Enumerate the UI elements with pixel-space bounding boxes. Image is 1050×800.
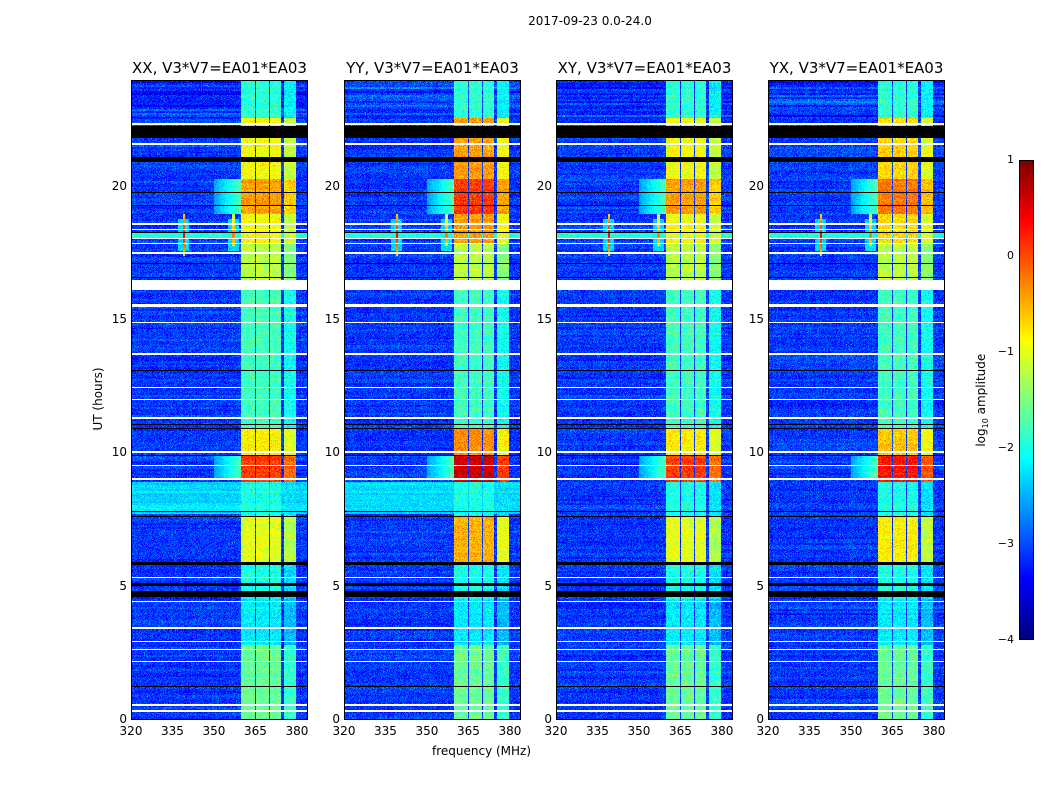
y-tick-label: 0 <box>119 712 127 726</box>
y-tick-label: 15 <box>324 312 340 326</box>
panel-title: YY, V3*V7=EA01*EA03 <box>346 59 519 77</box>
y-tick-label: 0 <box>756 712 764 726</box>
y-tick-label: 15 <box>111 312 127 326</box>
y-tick-label: 5 <box>756 578 764 593</box>
colorbar-label: log10 amplitude <box>974 340 990 460</box>
x-tick-label: 350 <box>839 724 863 738</box>
y-tick-label: 15 <box>536 312 552 326</box>
x-tick-label: 365 <box>881 724 904 738</box>
colorbar-tick-label: −3 <box>997 537 1014 550</box>
y-tick-label: 10 <box>324 445 340 460</box>
y-axis-label: UT (hours) <box>91 367 105 431</box>
y-tick-label: 0 <box>332 712 340 726</box>
y-tick-label: 20 <box>324 178 340 193</box>
x-tick-label: 365 <box>244 724 267 738</box>
x-axis-label: frequency (MHz) <box>432 744 532 758</box>
colorbar-label-rest: amplitude <box>973 353 988 419</box>
y-tick-label: 15 <box>748 312 764 326</box>
figure-title: 2017-09-23 0.0-24.0 <box>528 14 652 28</box>
heatmap-yy <box>345 81 520 719</box>
y-tick-label: 5 <box>544 578 552 593</box>
x-tick-label: 365 <box>457 724 480 738</box>
y-tick-label: 10 <box>111 445 127 460</box>
y-tick-label: 0 <box>544 712 552 726</box>
y-tick-label: 20 <box>111 178 127 193</box>
x-tick-label: 365 <box>669 724 692 738</box>
heatmap-yx <box>769 81 944 719</box>
heatmap-xx <box>132 81 307 719</box>
heatmap-panel-yx <box>768 80 945 720</box>
x-tick-label: 380 <box>285 724 309 738</box>
x-tick-label: 335 <box>161 724 184 738</box>
colorbar-tick-label: 1 <box>1007 153 1014 166</box>
heatmap-xy <box>557 81 732 719</box>
x-tick-label: 320 <box>119 724 143 738</box>
y-tick-label: 10 <box>536 445 552 460</box>
x-tick-label: 335 <box>374 724 397 738</box>
x-tick-label: 350 <box>627 724 651 738</box>
x-tick-label: 335 <box>586 724 609 738</box>
x-tick-label: 380 <box>922 724 946 738</box>
x-tick-label: 320 <box>544 724 568 738</box>
colorbar-tick-label: 0 <box>1007 249 1014 262</box>
y-tick-label: 20 <box>536 178 552 193</box>
colorbar <box>1019 160 1034 640</box>
x-tick-label: 335 <box>798 724 821 738</box>
x-tick-label: 350 <box>202 724 226 738</box>
x-tick-label: 320 <box>756 724 780 738</box>
colorbar-tick-label: −1 <box>997 345 1014 358</box>
colorbar-label-main: log <box>973 428 988 447</box>
colorbar-tick-label: −4 <box>997 633 1014 646</box>
x-tick-label: 380 <box>710 724 734 738</box>
y-tick-label: 20 <box>748 178 764 193</box>
heatmap-panel-yy <box>344 80 521 720</box>
x-tick-label: 350 <box>415 724 439 738</box>
heatmap-panel-xx <box>131 80 308 720</box>
x-tick-label: 380 <box>498 724 522 738</box>
x-tick-label: 320 <box>332 724 356 738</box>
y-tick-label: 5 <box>332 578 340 593</box>
colorbar-label-subscript: 10 <box>981 418 991 429</box>
panel-title: XX, V3*V7=EA01*EA03 <box>132 59 307 77</box>
y-tick-label: 5 <box>119 578 127 593</box>
panel-title: YX, V3*V7=EA01*EA03 <box>769 59 944 77</box>
y-tick-label: 10 <box>748 445 764 460</box>
heatmap-panel-xy <box>556 80 733 720</box>
colorbar-tick-label: −2 <box>997 441 1014 454</box>
panel-title: XY, V3*V7=EA01*EA03 <box>557 59 732 77</box>
